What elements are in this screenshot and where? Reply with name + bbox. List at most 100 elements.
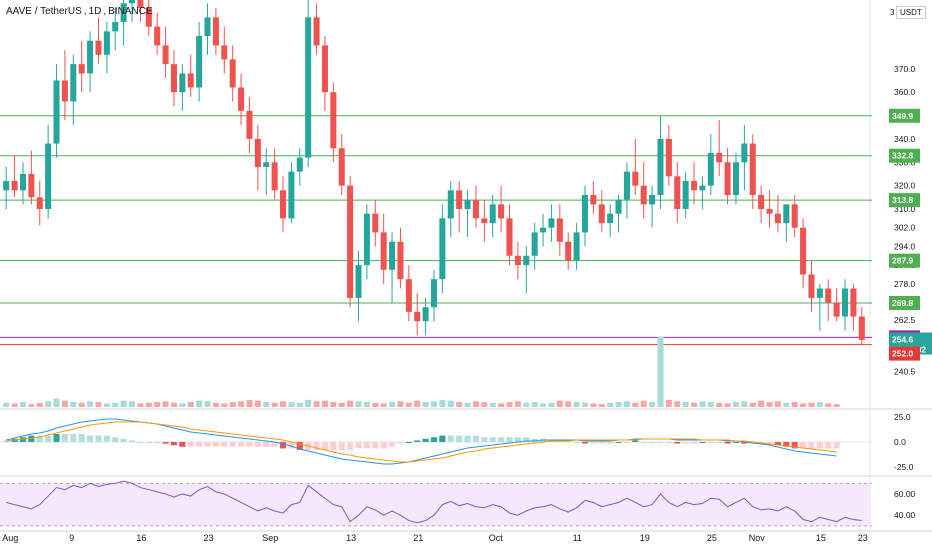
symbol-label[interactable]: AAVE / TetherUS <box>6 6 82 17</box>
candle-body <box>825 288 832 303</box>
macd-hist-bar <box>674 442 681 444</box>
x-tick-label: 25 <box>707 533 717 543</box>
candle-body <box>439 218 446 280</box>
volume-bar <box>112 402 119 407</box>
macd-hist-bar <box>657 442 664 443</box>
volume-bar <box>716 402 723 407</box>
volume-bar <box>271 402 278 407</box>
macd-hist-bar <box>632 440 639 442</box>
macd-hist-bar <box>665 442 672 443</box>
x-tick-label: 23 <box>858 533 868 543</box>
candle-body <box>632 171 639 186</box>
macd-hist-bar <box>271 442 278 447</box>
volume-bar <box>674 401 681 407</box>
macd-hist-bar <box>112 437 119 442</box>
macd-hist-bar <box>380 442 387 449</box>
macd-hist-bar <box>800 442 807 449</box>
x-tick-label: 21 <box>413 533 423 543</box>
macd-hist-bar <box>137 442 144 443</box>
candle-body <box>540 227 547 233</box>
candle-body <box>523 255 530 266</box>
volume-bar <box>313 401 320 407</box>
candle-body <box>682 180 689 210</box>
volume-bar <box>598 404 605 407</box>
candle-body <box>204 17 211 37</box>
macd-hist-bar <box>78 434 85 442</box>
macd-tick-label: 0.0 <box>894 437 906 447</box>
volume-bar <box>640 400 647 407</box>
candle-body <box>263 162 270 167</box>
level-tag-label: 332.8 <box>892 151 914 161</box>
macd-hist-bar <box>774 442 781 446</box>
candle-body <box>61 80 68 102</box>
candle-body <box>3 180 10 191</box>
volume-bar <box>447 400 454 407</box>
candle-body <box>162 45 169 65</box>
candle-body <box>816 288 823 298</box>
volume-bar <box>36 402 43 407</box>
volume-bar <box>154 402 161 407</box>
macd-hist-bar <box>640 442 647 443</box>
y-tick-label: 278.0 <box>894 279 916 289</box>
volume-bar <box>540 403 547 407</box>
volume-bar <box>19 402 26 407</box>
candle-body <box>254 138 261 167</box>
candle-body <box>506 218 513 256</box>
macd-hist-bar <box>87 435 94 442</box>
volume-bar <box>389 402 396 407</box>
candle-body <box>405 279 412 312</box>
macd-hist-bar <box>531 438 538 442</box>
volume-bar <box>456 402 463 407</box>
volume-bar <box>355 401 362 407</box>
volume-bar <box>87 401 94 407</box>
macd-hist-bar <box>414 440 421 442</box>
macd-hist-bar <box>70 434 77 442</box>
volume-bar <box>11 403 18 407</box>
macd-hist-bar <box>296 442 303 450</box>
level-tag-label: 269.8 <box>892 298 914 308</box>
volume-bar <box>439 399 446 407</box>
rsi-tick-label: 40.00 <box>894 510 916 520</box>
volume-bar <box>45 401 52 407</box>
candle-body <box>842 288 849 317</box>
candle-body <box>581 195 589 233</box>
candle-body <box>766 209 773 214</box>
volume-bar <box>556 400 563 407</box>
volume-bar <box>590 403 597 407</box>
macd-hist-bar <box>405 442 412 443</box>
macd-hist-bar <box>816 442 823 449</box>
volume-bar <box>187 402 194 407</box>
candle-body <box>800 227 807 275</box>
volume-bar <box>581 402 589 407</box>
macd-hist-bar <box>95 435 102 442</box>
y-tick-label: 310.0 <box>894 204 916 214</box>
candle-body <box>498 204 505 219</box>
candle-body <box>556 218 563 242</box>
macd-hist-bar <box>162 442 169 444</box>
candle-body <box>45 143 52 210</box>
volume-bar <box>28 404 35 407</box>
interval-label[interactable]: 1D <box>88 6 102 17</box>
candle-body <box>78 64 85 74</box>
candle-body <box>120 3 127 23</box>
macd-hist-bar <box>154 442 161 443</box>
volume-bar <box>481 402 488 407</box>
macd-hist-bar <box>481 437 488 442</box>
macd-hist-bar <box>724 442 731 444</box>
volume-bar <box>372 402 379 407</box>
candle-body <box>565 241 572 261</box>
y-tick-label: 262.5 <box>894 315 916 325</box>
volume-bar <box>791 402 798 407</box>
candle-body <box>573 232 580 261</box>
volume-bar <box>682 402 689 407</box>
y-tick-label: 360.0 <box>894 87 916 97</box>
volume-bar <box>741 401 748 407</box>
macd-hist-bar <box>422 438 429 442</box>
macd-hist-bar <box>212 442 219 447</box>
volume-bar <box>833 404 840 407</box>
currency-button[interactable]: USDT <box>896 6 926 19</box>
candle-body <box>179 73 186 93</box>
macd-hist-bar <box>615 442 622 443</box>
volume-bar <box>414 400 421 407</box>
